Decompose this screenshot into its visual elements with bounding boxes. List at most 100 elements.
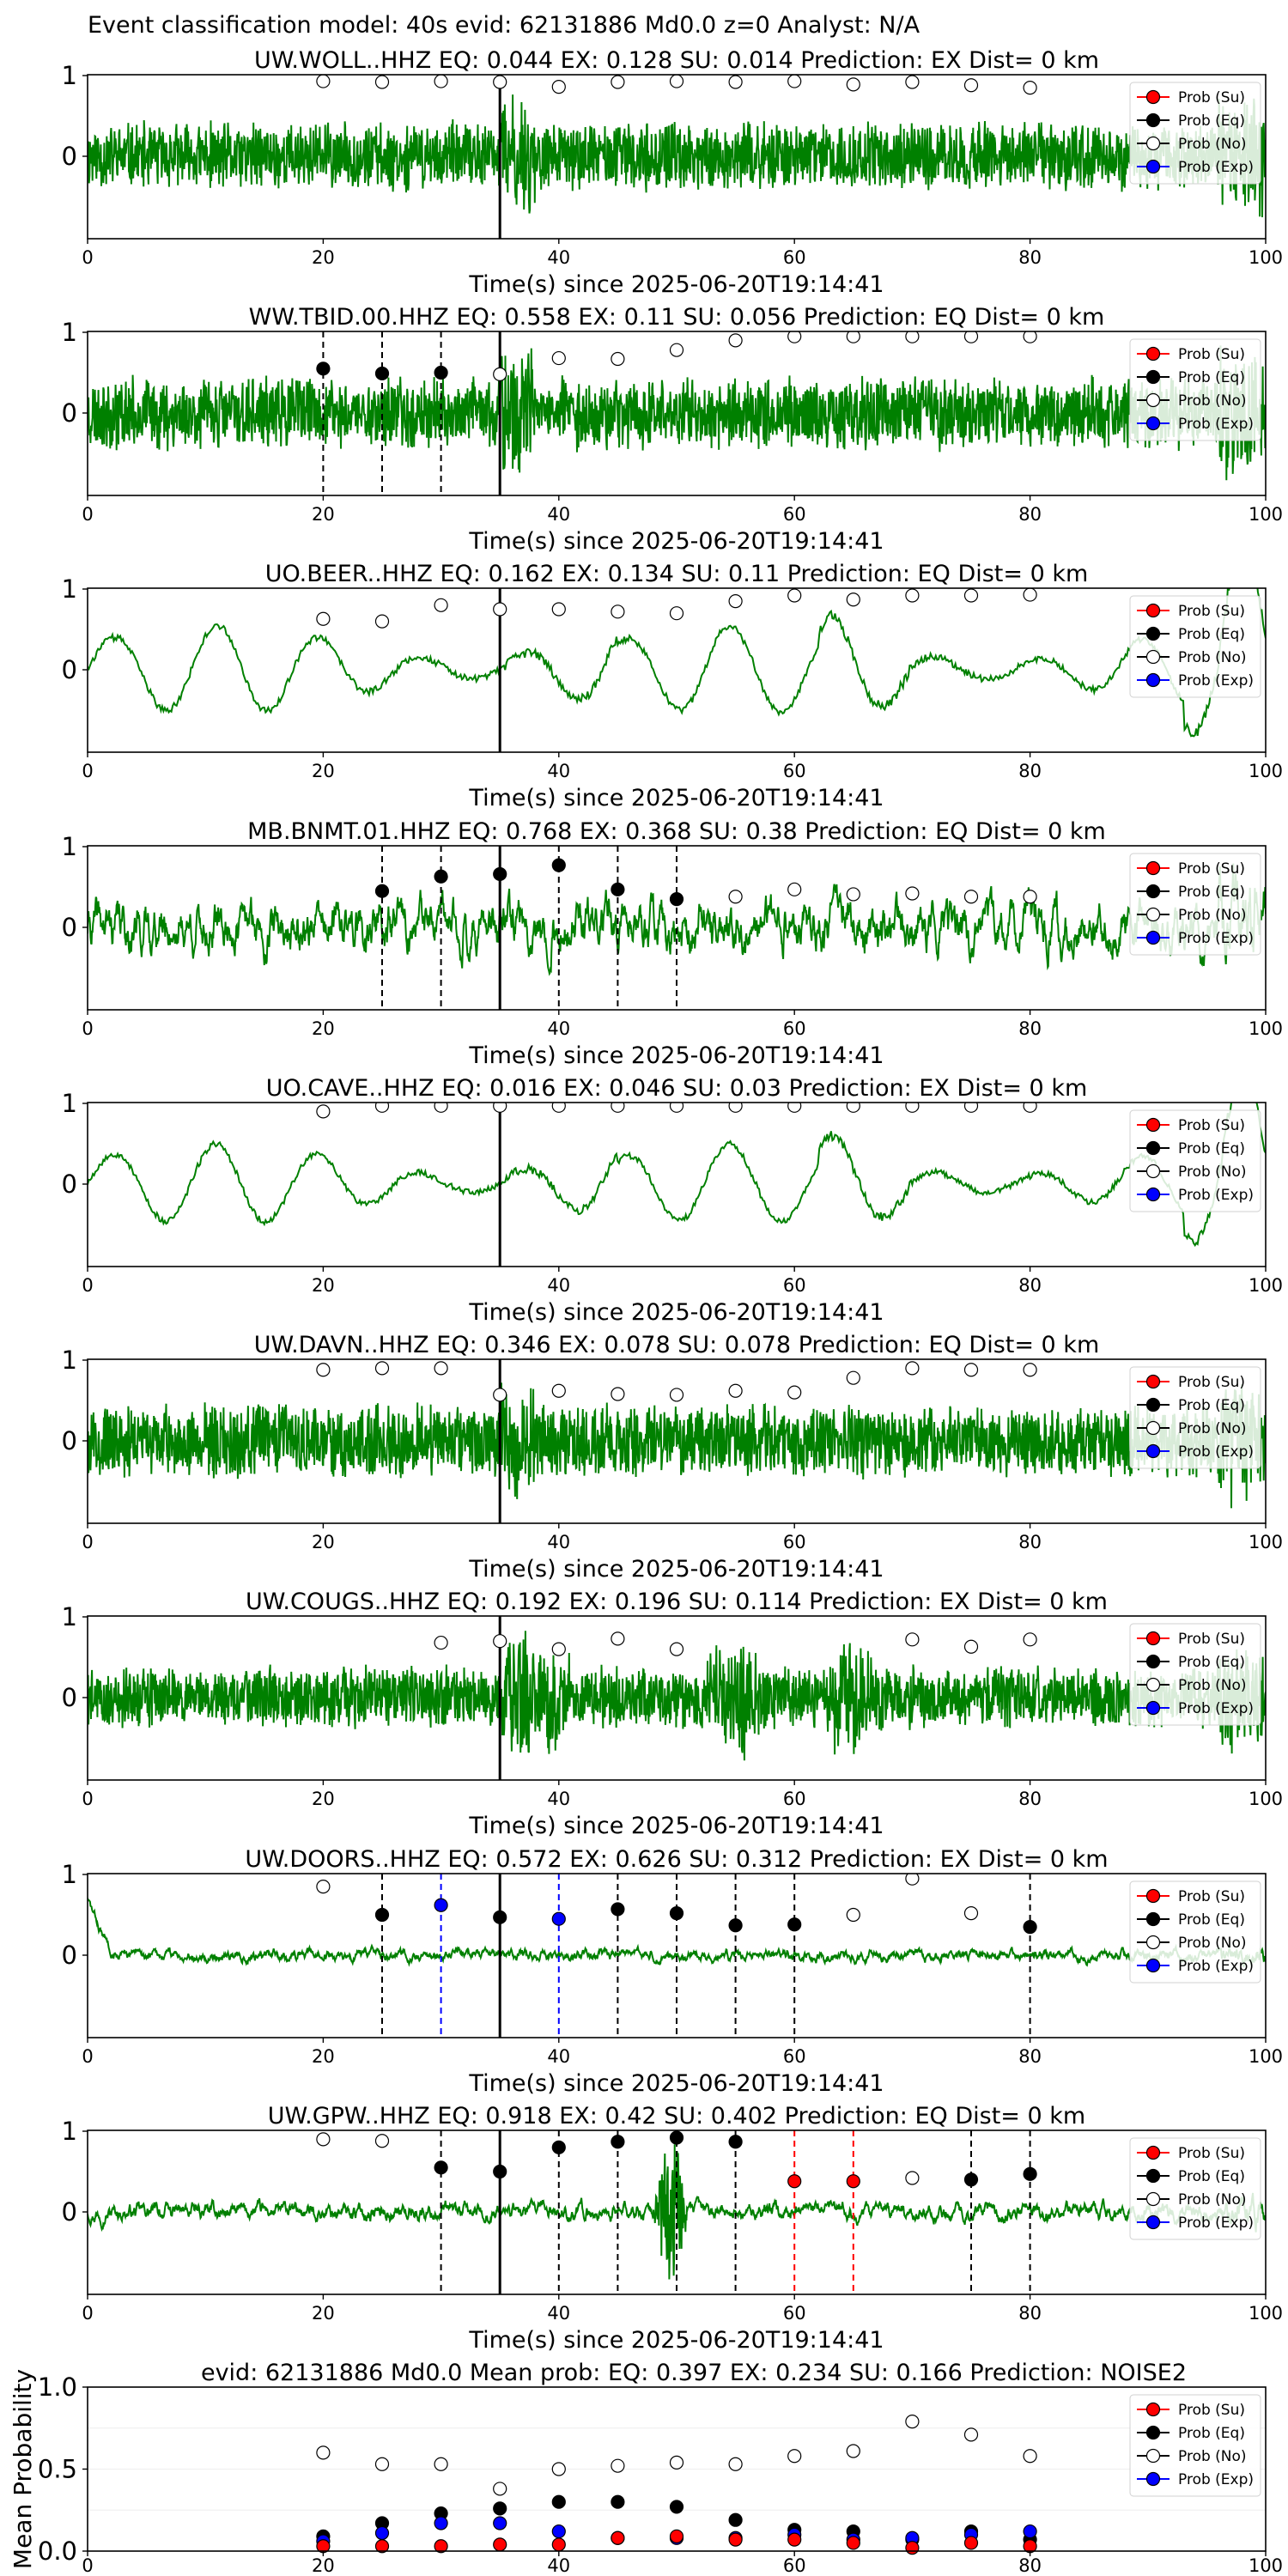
x-tick-label: 20: [312, 2555, 335, 2576]
x-tick-label: 0: [82, 2046, 93, 2067]
prob-no-marker: [787, 882, 802, 896]
prob-no-marker: [669, 1388, 684, 1402]
station-panel: UW.DOORS..HHZ EQ: 0.572 EX: 0.626 SU: 0.…: [62, 1846, 1284, 2097]
x-tick-label: 60: [783, 1789, 806, 1809]
prob-no-marker: [316, 2132, 331, 2147]
legend-label: Prob (Su): [1178, 346, 1245, 363]
legend-marker: [1145, 136, 1161, 151]
prob-no-marker: [493, 75, 507, 89]
prob-no-marker: [1023, 331, 1037, 343]
legend-label: Prob (Exp): [1178, 672, 1254, 690]
mean-no-marker: [493, 2482, 507, 2496]
mean-su-marker: [493, 2537, 507, 2552]
legend-marker: [1145, 1443, 1161, 1459]
panel-plot-area: [88, 75, 1266, 239]
panel-plot-area: [88, 331, 1266, 495]
prob-no-marker: [611, 605, 625, 619]
x-tick-label: 40: [547, 247, 570, 268]
x-axis-label: Time(s) since 2025-06-20T19:14:41: [468, 1813, 884, 1839]
legend-label: Prob (Eq): [1178, 2425, 1245, 2442]
mean-eq-marker: [493, 2501, 507, 2516]
y-tick-label: 1: [62, 1089, 77, 1118]
x-tick-label: 20: [312, 247, 335, 268]
legend-label: Prob (Eq): [1178, 1140, 1245, 1157]
prob-eq-marker: [1023, 1920, 1037, 1935]
x-tick-label: 0: [82, 1789, 93, 1809]
x-tick-label: 0: [82, 2555, 93, 2576]
prob-eq-marker: [374, 366, 390, 381]
x-axis-label: Time(s) since 2025-06-20T19:14:41: [468, 1556, 884, 1583]
prob-eq-marker: [669, 891, 684, 907]
mean-su-marker: [374, 2539, 390, 2554]
panel-plot-area: [88, 1874, 1266, 2038]
prob-no-marker: [374, 2134, 390, 2148]
legend-label: Prob (Su): [1178, 89, 1245, 106]
station-panel: UW.DAVN..HHZ EQ: 0.346 EX: 0.078 SU: 0.0…: [62, 1332, 1284, 1583]
station-panel: UW.COUGS..HHZ EQ: 0.192 EX: 0.196 SU: 0.…: [62, 1589, 1284, 1839]
prob-no-marker: [1023, 890, 1037, 904]
prob-no-marker: [669, 1642, 684, 1656]
waveform-trace: [88, 1631, 1266, 1761]
x-tick-label: 0: [82, 1532, 93, 1552]
x-tick-label: 100: [1249, 1789, 1283, 1809]
prob-no-marker: [787, 1103, 802, 1113]
panel-title: UW.DOORS..HHZ EQ: 0.572 EX: 0.626 SU: 0.…: [245, 1846, 1108, 1873]
legend-marker: [1145, 346, 1161, 361]
x-tick-label: 0: [82, 2303, 93, 2324]
prob-exp-marker: [551, 1911, 566, 1926]
prob-no-marker: [905, 1103, 920, 1113]
y-tick-label: 0.5: [38, 2455, 77, 2484]
mean-no-marker: [846, 2444, 860, 2458]
prob-no-marker: [316, 1363, 331, 1377]
figure-suptitle: Event classification model: 40s evid: 62…: [88, 12, 920, 39]
prob-no-marker: [728, 890, 743, 904]
prob-no-marker: [963, 1639, 979, 1654]
legend-label: Prob (Eq): [1178, 1654, 1245, 1671]
x-axis-label: Time(s) since 2025-06-20T19:14:41: [468, 2327, 884, 2354]
x-tick-label: 40: [547, 2046, 570, 2067]
prob-no-marker: [374, 75, 390, 89]
legend-marker: [1145, 884, 1161, 899]
legend-frame: [1129, 1880, 1261, 1984]
y-tick-label: 1: [62, 1602, 77, 1631]
prob-no-marker: [551, 80, 566, 94]
mean-su-marker: [434, 2539, 448, 2554]
legend-label: Prob (Exp): [1178, 1443, 1254, 1461]
panel-plot-area: [88, 1103, 1266, 1267]
mean-no-marker: [905, 2415, 920, 2429]
x-axis-label: Time(s) since 2025-06-20T19:14:41: [468, 271, 884, 298]
legend-frame: [1129, 2394, 1261, 2497]
x-tick-label: 80: [1018, 1789, 1042, 1809]
prob-eq-marker: [493, 1910, 507, 1924]
prob-no-marker: [611, 351, 625, 367]
prob-no-marker: [846, 77, 860, 92]
prob-no-marker: [728, 333, 743, 348]
x-axis-label: Time(s) since 2025-06-20T19:14:41: [468, 785, 884, 811]
prob-eq-marker: [374, 1907, 390, 1923]
prob-no-marker: [905, 2171, 920, 2185]
mean-su-marker: [963, 2536, 979, 2550]
y-tick-label: 0: [62, 1683, 77, 1712]
prob-no-marker: [551, 1642, 566, 1656]
x-tick-label: 100: [1249, 247, 1283, 268]
legend: Prob (Su) Prob (Eq) Prob (No) Prob (Exp): [1129, 595, 1261, 698]
y-tick-label: 0: [62, 1941, 77, 1970]
legend-label: Prob (Eq): [1178, 2168, 1245, 2185]
y-tick-label: 0.0: [38, 2537, 77, 2566]
x-tick-label: 20: [312, 504, 335, 525]
x-tick-label: 40: [547, 1275, 570, 1296]
legend-frame: [1129, 1366, 1261, 1469]
mean-no-marker: [1023, 2449, 1037, 2464]
prob-no-marker: [963, 890, 979, 904]
legend-marker: [1145, 2168, 1161, 2184]
waveform-trace: [88, 94, 1266, 218]
prob-no-marker: [963, 1103, 979, 1113]
legend: Prob (Su) Prob (Eq) Prob (No) Prob (Exp): [1129, 2137, 1261, 2240]
legend-label: Prob (Exp): [1178, 1700, 1254, 1717]
mean-no-marker: [669, 2455, 684, 2470]
mean-su-marker: [728, 2532, 743, 2547]
legend-frame: [1129, 338, 1261, 441]
mean-no-marker: [963, 2427, 979, 2442]
panel-frame: [87, 1102, 1267, 1267]
y-tick-label: 1: [62, 574, 77, 604]
